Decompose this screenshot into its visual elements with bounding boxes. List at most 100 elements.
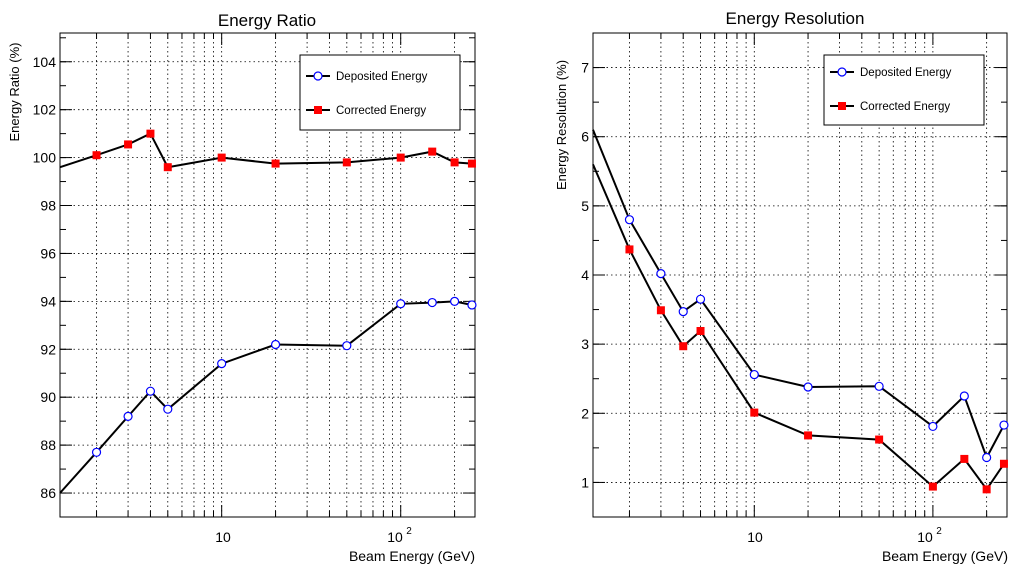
data-point-corrected — [960, 454, 969, 463]
plot-frame — [59, 32, 476, 518]
svg-text:2: 2 — [936, 526, 942, 537]
data-point-corrected — [928, 482, 937, 491]
y-tick-labels: 1 2 3 4 5 6 7 — [581, 60, 589, 491]
data-point-deposited — [145, 386, 156, 396]
data-point-corrected — [217, 153, 226, 162]
data-point-corrected — [679, 342, 688, 351]
data-point-deposited — [874, 381, 884, 391]
series-lines — [59, 132, 473, 494]
data-point-deposited — [342, 341, 352, 351]
data-point-deposited — [467, 300, 477, 310]
y-tick-label: 96 — [40, 245, 56, 261]
y-tick-label: 5 — [581, 198, 589, 214]
y-tick-label: 1 — [581, 474, 589, 490]
y-tick-label: 7 — [581, 60, 589, 76]
data-point-deposited — [624, 215, 635, 225]
data-point-deposited — [91, 447, 102, 457]
legend-box — [299, 54, 461, 131]
y-tick-label: 92 — [40, 341, 56, 357]
data-point-corrected — [450, 158, 459, 167]
data-point-corrected — [804, 431, 813, 440]
data-point-deposited — [450, 296, 460, 306]
y-tick-label: 3 — [581, 336, 589, 352]
data-point-corrected — [396, 153, 405, 162]
x-tick-labels: 10 10 2 — [215, 526, 412, 545]
series-line-deposited — [592, 129, 1005, 460]
y-tick-label: 2 — [581, 405, 589, 421]
y-tick-label: 102 — [33, 102, 57, 118]
data-point-deposited — [928, 421, 938, 432]
data-point-corrected — [271, 159, 280, 168]
series-markers — [91, 129, 477, 457]
legend-marker-deposited — [837, 67, 847, 77]
data-point-deposited — [656, 269, 666, 279]
data-point-corrected — [163, 163, 172, 172]
y-tick-label: 94 — [40, 293, 56, 309]
legend-marker-corrected — [838, 102, 846, 110]
x-tick-label-10: 10 — [215, 529, 231, 545]
data-point-corrected — [342, 158, 351, 167]
data-point-deposited — [803, 382, 813, 392]
data-point-corrected — [146, 129, 155, 138]
series-line-corrected — [59, 132, 473, 169]
data-point-corrected — [999, 459, 1008, 468]
data-point-deposited — [123, 411, 133, 421]
legend: Deposited Energy Corrected Energy — [823, 54, 985, 126]
legend-label-corrected: Corrected Energy — [336, 105, 426, 117]
legend-label-deposited: Deposited Energy — [336, 71, 428, 83]
y-axis-label: Energy Ratio (%) — [7, 43, 22, 142]
data-point-corrected — [982, 485, 991, 494]
x-tick-labels: 10 10 2 — [747, 526, 942, 545]
x-axis-label: Beam Energy (GeV) — [882, 548, 1008, 564]
series-lines — [592, 129, 1005, 492]
energy-resolution-panel: Energy Resolution Energy Resolution (%) … — [554, 9, 1009, 564]
y-tick-label: 4 — [581, 267, 589, 283]
legend: Deposited Energy Corrected Energy — [299, 54, 461, 131]
data-point-deposited — [427, 297, 437, 308]
x-tick-label-100: 10 2 — [387, 526, 412, 545]
data-point-deposited — [678, 307, 688, 317]
x-axis-label: Beam Energy (GeV) — [349, 548, 475, 564]
legend-marker-corrected — [314, 106, 322, 114]
y-tick-label: 86 — [40, 485, 56, 501]
chart-title: Energy Ratio — [218, 11, 316, 30]
data-point-corrected — [124, 140, 133, 149]
y-tick-label: 104 — [33, 54, 57, 70]
chart-title: Energy Resolution — [726, 9, 865, 28]
y-tick-label: 88 — [40, 437, 56, 453]
y-tick-label: 6 — [581, 129, 589, 145]
legend-box — [823, 54, 985, 126]
data-point-deposited — [749, 369, 759, 380]
data-point-corrected — [750, 408, 759, 417]
y-tick-labels: 86 88 90 92 94 96 98 100 102 104 — [33, 54, 57, 501]
svg-text:10: 10 — [387, 529, 403, 545]
data-point-corrected — [428, 147, 437, 156]
axis-ticks — [60, 33, 475, 518]
y-tick-label: 100 — [33, 150, 57, 166]
energy-ratio-panel: Energy Ratio Energy Ratio (%) Beam Energ… — [7, 11, 477, 564]
data-point-corrected — [625, 245, 634, 254]
data-point-deposited — [959, 391, 969, 401]
data-point-deposited — [999, 420, 1009, 430]
y-tick-label: 90 — [40, 389, 56, 405]
data-point-deposited — [217, 359, 227, 369]
grid — [60, 33, 475, 517]
series-line-deposited — [59, 300, 473, 494]
grid — [593, 33, 1007, 517]
data-point-corrected — [696, 327, 705, 336]
y-tick-label: 98 — [40, 198, 56, 214]
y-axis-label: Energy Resolution (%) — [554, 60, 569, 190]
data-point-deposited — [270, 339, 281, 350]
data-point-deposited — [982, 452, 992, 463]
x-tick-label-10: 10 — [747, 529, 763, 545]
legend-marker-deposited — [313, 71, 323, 81]
legend-label-corrected: Corrected Energy — [860, 101, 950, 113]
data-point-corrected — [656, 306, 665, 315]
data-point-corrected — [92, 151, 101, 160]
legend-label-deposited: Deposited Energy — [860, 67, 952, 79]
svg-text:10: 10 — [917, 529, 933, 545]
svg-text:2: 2 — [406, 526, 412, 537]
data-point-corrected — [875, 435, 884, 444]
x-tick-label-100: 10 2 — [917, 526, 942, 545]
